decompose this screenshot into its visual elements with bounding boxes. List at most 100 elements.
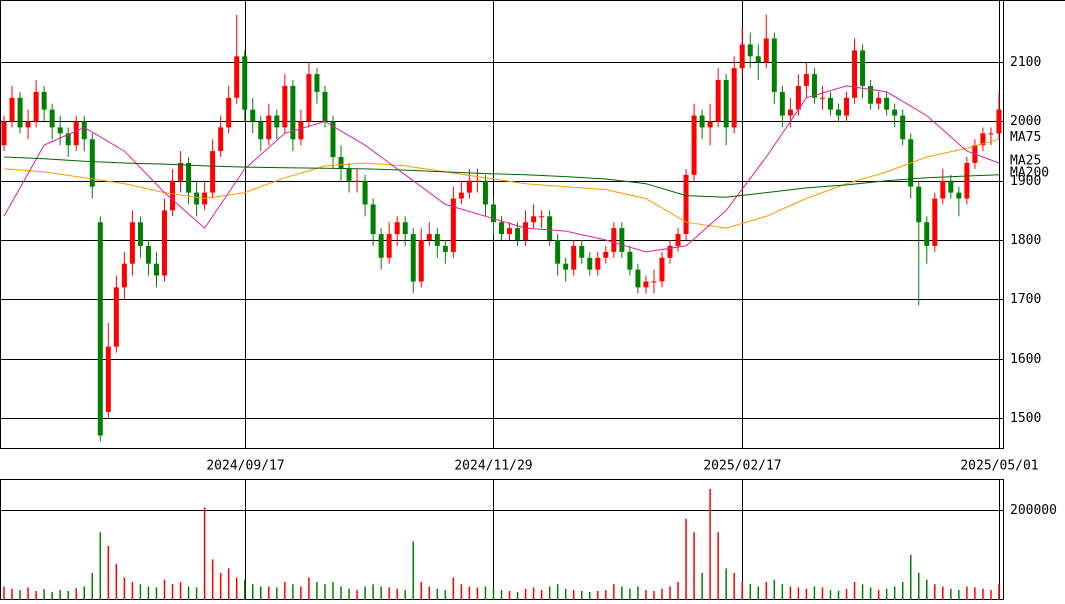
volume-bar [548,586,551,600]
legend-label: MA25 [1010,153,1041,168]
candle-body [675,234,681,246]
candle-body [827,97,833,110]
volume-bar [805,588,808,600]
volume-bar [572,590,575,600]
volume-bar [388,587,390,600]
candle-body [651,281,657,283]
volume-bar [43,589,45,600]
candle-body [956,192,962,199]
candle-body [924,222,930,246]
candle-body [731,68,737,128]
volume-bar [885,588,888,600]
candle-body [643,281,649,288]
volume-bar [219,572,222,600]
candle-body [282,85,288,128]
volume-bar [203,507,206,600]
volume-bar [540,590,543,600]
candle-body [699,115,705,128]
candle-body [980,133,986,146]
volume-bar [966,586,968,600]
candle-body [707,121,713,128]
candle-body [137,222,143,246]
candle-body [386,234,392,258]
candle-body [474,180,480,182]
volume-bar [67,590,69,600]
y-tick-label: 2000 [1010,114,1041,129]
volume-bar [75,588,77,600]
candle-body [81,121,87,140]
candle-body [635,269,641,288]
candle-body [41,91,47,110]
volume-bar [733,572,735,600]
volume-bar [861,584,864,600]
candle-body [105,346,111,412]
volume-bar [934,584,936,600]
volume-bar [131,581,134,600]
volume-bar [260,586,262,600]
y-tick-label: 1800 [1010,233,1041,248]
volume-bar [235,577,238,600]
candle-body [988,133,994,135]
candle-body [274,115,280,128]
volume-bar [19,590,21,600]
candle-body [442,245,448,252]
candle-body [611,228,617,252]
x-tick-label: 2024/11/29 [454,459,532,474]
volume-bar [797,587,800,600]
volume-bar [372,584,374,600]
candle-body [426,234,432,240]
candle-body [507,228,513,235]
volume-bar [789,586,792,600]
candle-body [579,245,585,258]
candle-body [370,204,376,235]
volume-frame [0,479,1004,600]
volume-bar [821,587,824,600]
volume-bar [139,584,142,600]
volume-bar [589,591,591,600]
volume-bar [974,587,976,600]
candle-body [627,251,633,270]
candle-body [298,121,304,140]
candle-body [659,257,665,282]
candle-body [242,56,248,110]
volume-bar [396,588,398,600]
volume-bar [27,587,29,600]
candle-body [571,245,577,270]
candle-body [884,97,890,110]
candle-body [771,38,777,92]
candle-body [145,245,151,264]
volume-bar [621,586,623,600]
volume-bar [669,586,671,600]
volume-bar [195,587,198,600]
volume-bar [147,586,150,600]
candle-body [266,115,272,140]
candle-body [121,263,127,288]
candle-body [210,151,216,193]
legend-label: MA200 [1010,165,1049,180]
candle-body [683,174,689,235]
volume-bar [211,559,214,600]
candle-body [258,121,264,140]
candle-body [194,192,200,205]
candle-body [73,121,79,146]
candle-body [795,85,801,110]
candle-body [490,204,496,223]
volume-bar [701,572,703,600]
volume-bar [35,590,37,600]
volume-bar [837,590,840,600]
candle-body [482,180,488,205]
candle-body [940,180,946,199]
candle-body [234,56,240,98]
candle-body [170,180,176,211]
candle-body [523,222,529,240]
volume-bar [982,588,984,600]
volume-bar [187,586,190,600]
volume-bar [340,586,342,600]
candle-body [868,85,874,104]
candle-body [250,109,256,122]
candle-body [852,50,858,98]
candle-body [836,109,842,116]
candle-body [819,97,825,99]
candle-body [964,162,970,199]
